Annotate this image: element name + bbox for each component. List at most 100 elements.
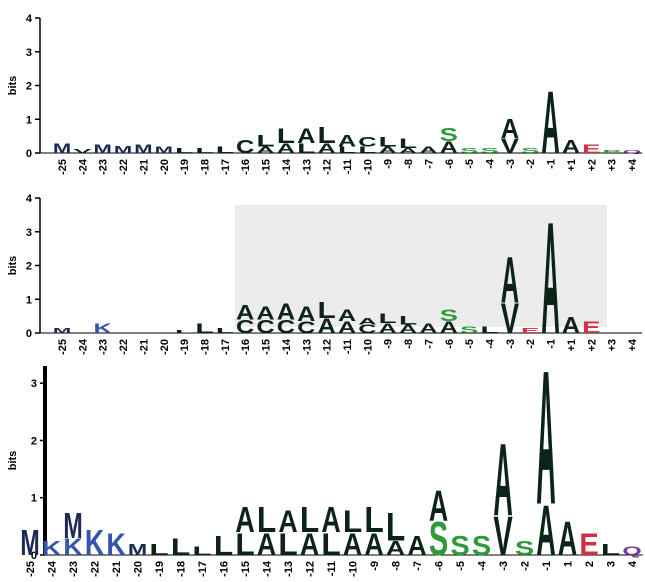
x-tick-label: -9 xyxy=(369,561,381,571)
logo-letter: A xyxy=(493,421,512,537)
logo-letter: C xyxy=(297,318,315,336)
x-tick-label: 3 xyxy=(606,561,618,567)
logo-letter: S xyxy=(450,530,469,561)
x-tick-label: -17 xyxy=(220,159,232,175)
logo-letter: A xyxy=(297,124,315,147)
logo-letter: A xyxy=(321,500,340,540)
logo-letter: A xyxy=(256,145,274,155)
x-tick-label: -22 xyxy=(118,339,130,355)
logo-letter: A xyxy=(399,147,417,155)
logo-letter: A xyxy=(257,526,276,562)
logo-letter: E xyxy=(521,327,539,335)
y-tick-label: 0 xyxy=(26,328,32,340)
x-tick-label: -6 xyxy=(444,159,456,169)
x-tick-label: -11 xyxy=(342,159,354,174)
x-tick-label: -18 xyxy=(200,339,212,355)
logo-letter: L xyxy=(297,140,315,156)
y-axis-label: bits xyxy=(7,451,19,471)
logo-letter: A xyxy=(317,140,335,156)
x-tick-label: -14 xyxy=(281,338,293,355)
logo-letter: A xyxy=(379,145,397,155)
x-tick-label: -13 xyxy=(301,159,313,175)
x-tick-label: -4 xyxy=(485,338,497,349)
logo-letter: V xyxy=(493,505,512,567)
x-tick-label: -3 xyxy=(498,561,510,571)
x-tick-label: -10 xyxy=(348,561,360,577)
y-tick-label: 0 xyxy=(26,148,32,160)
x-tick-label: -10 xyxy=(362,339,374,355)
logo-letter: C xyxy=(236,316,254,337)
x-tick-label: -22 xyxy=(118,159,130,175)
logo-letter: A xyxy=(419,320,437,336)
logo-letter: L xyxy=(601,541,620,559)
logo-letter: S xyxy=(515,537,534,559)
logo-letter: A xyxy=(300,526,319,562)
x-tick-label: -19 xyxy=(179,159,191,175)
logo-letter: C xyxy=(358,323,376,336)
logo-letter: L xyxy=(195,147,213,155)
x-tick-label: -20 xyxy=(159,339,171,355)
logo-letter: L xyxy=(257,500,276,540)
y-tick-label: 1 xyxy=(31,493,37,505)
x-tick-label: +4 xyxy=(627,158,639,171)
logo-letter: A xyxy=(358,316,376,326)
logo-letter: L xyxy=(195,320,213,336)
y-axis-label: bits xyxy=(7,256,19,276)
logo-letter: M xyxy=(94,143,112,156)
x-tick-label: -10 xyxy=(362,159,374,175)
logo-letter: L xyxy=(343,503,362,539)
logo-letter: A xyxy=(256,303,274,324)
logo-letter: M xyxy=(128,541,147,559)
logo-letter: L xyxy=(317,297,335,323)
x-tick-label: -20 xyxy=(133,561,145,577)
logo-letter: S xyxy=(460,325,478,335)
x-tick-label: -9 xyxy=(383,339,395,349)
x-tick-label: -5 xyxy=(464,339,476,349)
x-tick-label: -6 xyxy=(444,339,456,349)
y-tick-label: 2 xyxy=(31,435,37,447)
x-tick-label: -18 xyxy=(200,159,212,175)
x-tick-label: -8 xyxy=(403,339,415,349)
logo-letter: L xyxy=(317,122,335,148)
x-tick-label: -3 xyxy=(505,159,517,169)
logo-letter: L xyxy=(256,132,274,150)
x-tick-label: -8 xyxy=(391,561,403,571)
x-tick-label: -22 xyxy=(90,561,102,577)
logo-letter: S xyxy=(460,147,478,155)
logo-letter: S xyxy=(429,512,448,566)
logo-letter: M xyxy=(63,505,82,545)
x-tick-label: -18 xyxy=(176,561,188,577)
logo-letter: L xyxy=(358,145,376,155)
x-tick-label: +1 xyxy=(566,339,578,352)
logo-letter: K xyxy=(106,526,125,562)
logo-letter: A xyxy=(501,243,519,317)
x-tick-label: +4 xyxy=(627,338,639,351)
x-tick-label: -16 xyxy=(240,159,252,175)
logo-letter: A xyxy=(364,526,383,562)
logo-letter: L xyxy=(235,526,254,562)
y-tick-label: 3 xyxy=(26,47,32,59)
logo-letter: A xyxy=(278,503,297,539)
logo-letter: A xyxy=(338,307,356,325)
x-tick-label: -25 xyxy=(25,561,37,577)
x-tick-label: +2 xyxy=(586,159,598,172)
x-tick-label: -15 xyxy=(240,561,252,577)
x-tick-label: -15 xyxy=(261,339,273,355)
logo-letter: L xyxy=(175,329,193,334)
logo-letter: L xyxy=(171,534,190,561)
x-tick-label: -1 xyxy=(541,561,553,571)
x-tick-label: -23 xyxy=(98,159,110,175)
y-tick-label: 3 xyxy=(26,227,32,239)
x-tick-label: -12 xyxy=(322,339,334,355)
logo-letter: S xyxy=(480,147,498,155)
x-tick-label: -11 xyxy=(342,339,354,354)
logo-letter: V xyxy=(73,148,91,154)
x-tick-label: -8 xyxy=(403,159,415,169)
x-tick-label: -25 xyxy=(57,339,69,355)
x-tick-label: -4 xyxy=(485,158,497,169)
logo-letter: S xyxy=(440,307,458,325)
logo-letter: A xyxy=(343,526,362,562)
x-tick-label: -19 xyxy=(154,561,166,577)
logo-letter: L xyxy=(321,526,340,562)
logo-letter: A xyxy=(379,320,397,336)
